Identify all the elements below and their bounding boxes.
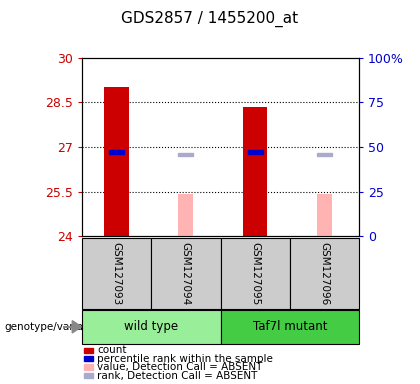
Text: GSM127094: GSM127094 [181,242,191,305]
Text: count: count [97,345,127,355]
Text: GSM127093: GSM127093 [112,242,121,305]
Bar [178,152,194,156]
Bar [178,195,194,236]
Text: percentile rank within the sample: percentile rank within the sample [97,354,273,364]
Text: rank, Detection Call = ABSENT: rank, Detection Call = ABSENT [97,371,258,381]
Bar [105,87,129,236]
Bar [243,107,267,236]
Bar [317,152,332,156]
Text: GDS2857 / 1455200_at: GDS2857 / 1455200_at [121,11,299,27]
Text: value, Detection Call = ABSENT: value, Detection Call = ABSENT [97,362,263,372]
Bar [109,151,124,154]
Text: GSM127096: GSM127096 [320,242,329,305]
Text: genotype/variation: genotype/variation [4,322,103,332]
Text: GSM127095: GSM127095 [250,242,260,305]
Bar [247,151,263,154]
Bar [317,195,332,236]
Text: wild type: wild type [124,320,178,333]
Text: Taf7l mutant: Taf7l mutant [252,320,327,333]
